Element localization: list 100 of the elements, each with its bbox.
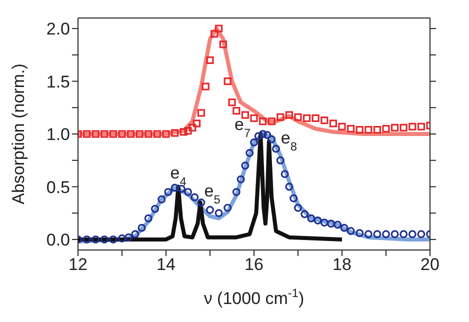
point bbox=[100, 235, 108, 244]
x-tick-label: 16 bbox=[244, 255, 264, 274]
point bbox=[294, 204, 302, 212]
point bbox=[382, 124, 390, 133]
annotation: e$_{4}$ bbox=[170, 164, 187, 189]
x-tick-label: 12 bbox=[68, 255, 88, 274]
point bbox=[232, 188, 240, 196]
point bbox=[83, 130, 91, 138]
point bbox=[347, 124, 355, 133]
point bbox=[417, 122, 425, 130]
point bbox=[215, 24, 223, 32]
point bbox=[276, 113, 284, 121]
point bbox=[258, 130, 267, 138]
point bbox=[338, 122, 346, 130]
point bbox=[364, 230, 372, 238]
point bbox=[300, 210, 309, 218]
point bbox=[206, 56, 214, 64]
point bbox=[228, 98, 236, 106]
point bbox=[193, 120, 201, 128]
point bbox=[197, 109, 205, 117]
point bbox=[241, 111, 249, 119]
point bbox=[400, 124, 408, 132]
point bbox=[184, 127, 192, 135]
point bbox=[312, 114, 320, 122]
point bbox=[170, 184, 179, 192]
point bbox=[92, 130, 100, 138]
point bbox=[219, 40, 227, 48]
y-axis-title: Absorption (norm.) bbox=[9, 64, 28, 204]
point bbox=[285, 182, 294, 191]
point bbox=[294, 113, 302, 121]
point bbox=[109, 235, 118, 244]
point bbox=[334, 220, 342, 229]
point bbox=[214, 209, 223, 218]
point bbox=[92, 235, 100, 244]
point bbox=[210, 30, 218, 38]
point bbox=[224, 204, 232, 212]
annotation: e$_{5}$ bbox=[204, 182, 221, 207]
point bbox=[307, 214, 316, 222]
point bbox=[290, 194, 298, 202]
point bbox=[329, 120, 337, 128]
y-tick-label: 1.5 bbox=[46, 72, 70, 92]
point bbox=[314, 216, 322, 224]
point bbox=[346, 227, 355, 236]
point bbox=[171, 129, 179, 137]
point bbox=[272, 144, 280, 153]
point bbox=[100, 130, 108, 138]
annotation: e$_{8}$ bbox=[280, 128, 298, 154]
point bbox=[408, 230, 416, 238]
point bbox=[268, 135, 276, 144]
annotation: e$_{7}$ bbox=[234, 115, 252, 140]
point bbox=[127, 130, 135, 138]
point bbox=[285, 111, 293, 119]
point bbox=[197, 198, 206, 207]
point bbox=[236, 175, 245, 184]
point bbox=[400, 230, 408, 238]
point bbox=[250, 114, 258, 122]
point bbox=[82, 235, 91, 244]
point bbox=[364, 126, 372, 134]
point bbox=[320, 218, 328, 227]
point bbox=[280, 170, 289, 178]
point bbox=[382, 230, 390, 238]
point bbox=[124, 233, 133, 242]
point bbox=[190, 193, 199, 202]
point bbox=[144, 130, 152, 138]
point bbox=[303, 114, 311, 122]
point bbox=[136, 130, 144, 138]
point bbox=[164, 188, 172, 196]
point bbox=[138, 224, 146, 232]
point bbox=[250, 138, 258, 146]
point bbox=[373, 230, 382, 238]
point bbox=[188, 124, 196, 132]
point bbox=[268, 118, 276, 126]
point bbox=[158, 195, 166, 204]
point bbox=[276, 156, 284, 164]
y-tick-label: 0.5 bbox=[46, 178, 70, 197]
point bbox=[109, 130, 117, 138]
point bbox=[202, 82, 210, 90]
point bbox=[320, 116, 328, 124]
point bbox=[232, 107, 240, 115]
y-tick-label: 1.0 bbox=[46, 125, 70, 144]
point bbox=[259, 118, 267, 126]
point bbox=[373, 126, 381, 134]
x-tick-label: 18 bbox=[332, 255, 352, 274]
point bbox=[263, 131, 272, 140]
point bbox=[417, 230, 426, 238]
point bbox=[356, 229, 364, 238]
point bbox=[184, 188, 192, 196]
point bbox=[118, 130, 126, 138]
point bbox=[180, 128, 188, 136]
point bbox=[408, 122, 416, 130]
point bbox=[241, 162, 250, 170]
point bbox=[327, 220, 335, 228]
point bbox=[131, 230, 140, 238]
point bbox=[206, 206, 214, 214]
point bbox=[246, 148, 254, 157]
y-tick-label: 0.0 bbox=[46, 230, 70, 250]
point bbox=[391, 124, 399, 132]
point bbox=[118, 234, 126, 242]
point bbox=[224, 77, 232, 86]
point bbox=[356, 126, 364, 134]
